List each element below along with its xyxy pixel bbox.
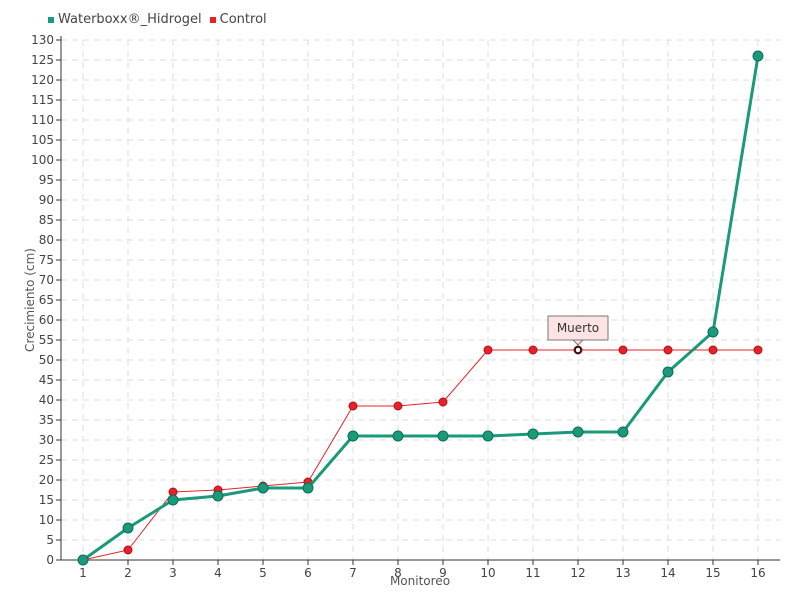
y-tick-label: 45 xyxy=(39,373,54,387)
y-tick-label: 100 xyxy=(31,153,54,167)
y-tick-label: 0 xyxy=(46,553,54,567)
data-point-control xyxy=(483,345,493,355)
data-point-control xyxy=(618,345,628,355)
legend-swatch-waterboxx xyxy=(48,16,54,23)
data-point-waterboxx xyxy=(527,428,539,440)
data-point-waterboxx xyxy=(122,522,134,534)
annotation-pointer xyxy=(571,339,585,346)
x-tick-label: 4 xyxy=(214,566,222,580)
legend: Waterboxx®_Hidrogel Control xyxy=(48,12,267,27)
x-tick-label: 9 xyxy=(439,566,447,580)
data-point-waterboxx xyxy=(212,490,224,502)
data-point-control xyxy=(393,401,403,411)
x-tick-label: 11 xyxy=(525,566,540,580)
x-tick-label: 15 xyxy=(705,566,720,580)
x-tick-label: 14 xyxy=(660,566,675,580)
data-point-waterboxx xyxy=(752,50,764,62)
y-tick-label: 80 xyxy=(39,233,54,247)
annotation-marker xyxy=(574,346,582,354)
grid xyxy=(61,39,780,560)
x-tick-label: 13 xyxy=(615,566,630,580)
x-tick-label: 12 xyxy=(570,566,585,580)
data-point-waterboxx xyxy=(257,482,269,494)
legend-item-control[interactable]: Control xyxy=(209,12,267,27)
axes xyxy=(60,36,780,561)
data-point-waterboxx xyxy=(347,430,359,442)
y-tick-label: 105 xyxy=(31,133,54,147)
y-tick-label: 20 xyxy=(39,473,54,487)
x-ticks: 1 2 3 4 5 6 7 8 9 10 11 12 13 14 15 16 xyxy=(79,560,766,580)
data-point-control xyxy=(438,397,448,407)
series-line-waterboxx xyxy=(82,55,760,562)
y-tick-label: 130 xyxy=(31,33,54,47)
y-tick-label: 55 xyxy=(39,333,54,347)
data-point-waterboxx xyxy=(302,482,314,494)
y-tick-label: 90 xyxy=(39,193,54,207)
data-point-waterboxx xyxy=(572,426,584,438)
y-tick-label: 25 xyxy=(39,453,54,467)
data-point-waterboxx xyxy=(482,430,494,442)
x-tick-label: 8 xyxy=(394,566,402,580)
data-point-waterboxx xyxy=(707,326,719,338)
data-point-waterboxx xyxy=(617,426,629,438)
data-point-waterboxx xyxy=(662,366,674,378)
y-tick-label: 75 xyxy=(39,253,54,267)
annotation-label: Muerto xyxy=(557,321,599,335)
data-point-waterboxx xyxy=(392,430,404,442)
y-tick-label: 35 xyxy=(39,413,54,427)
x-tick-label: 1 xyxy=(79,566,87,580)
y-tick-label: 85 xyxy=(39,213,54,227)
data-point-waterboxx xyxy=(437,430,449,442)
data-point-control xyxy=(708,345,718,355)
annotations: Muerto xyxy=(547,315,609,354)
legend-label-waterboxx: Waterboxx®_Hidrogel xyxy=(58,12,202,27)
x-tick-label: 2 xyxy=(124,566,132,580)
data-point-control xyxy=(663,345,673,355)
y-tick-label: 110 xyxy=(31,113,54,127)
y-tick-label: 30 xyxy=(39,433,54,447)
x-tick-label: 6 xyxy=(304,566,312,580)
y-tick-label: 50 xyxy=(39,353,54,367)
series-group xyxy=(77,50,764,566)
data-point-control xyxy=(528,345,538,355)
y-tick-label: 5 xyxy=(46,533,54,547)
y-tick-label: 125 xyxy=(31,53,54,67)
data-point-waterboxx xyxy=(77,554,89,566)
data-point-control xyxy=(753,345,763,355)
y-tick-label: 70 xyxy=(39,273,54,287)
y-tick-label: 40 xyxy=(39,393,54,407)
x-tick-label: 5 xyxy=(259,566,267,580)
x-tick-label: 10 xyxy=(480,566,495,580)
data-point-waterboxx xyxy=(167,494,179,506)
y-tick-label: 60 xyxy=(39,313,54,327)
x-tick-label: 3 xyxy=(169,566,177,580)
y-tick-label: 115 xyxy=(31,93,54,107)
x-tick-label: 7 xyxy=(349,566,357,580)
y-tick-label: 65 xyxy=(39,293,54,307)
y-tick-label: 120 xyxy=(31,73,54,87)
y-tick-label: 10 xyxy=(39,513,54,527)
y-ticks: 0 5 10 15 20 25 30 35 40 45 50 55 60 65 70 75 80 85 90 95 10… xyxy=(31,33,61,567)
legend-label-control: Control xyxy=(219,12,267,27)
y-tick-label: 95 xyxy=(39,173,54,187)
series-line-control xyxy=(82,349,758,561)
legend-swatch-control xyxy=(209,16,216,23)
data-point-control xyxy=(348,401,358,411)
x-tick-label: 16 xyxy=(750,566,765,580)
data-point-control xyxy=(123,545,133,555)
y-axis-title: Crecimiento (cm) xyxy=(23,248,37,352)
y-tick-label: 15 xyxy=(39,493,54,507)
legend-item-waterboxx[interactable]: Waterboxx®_Hidrogel xyxy=(48,12,202,27)
x-axis-title: Monitoreo xyxy=(390,574,450,588)
